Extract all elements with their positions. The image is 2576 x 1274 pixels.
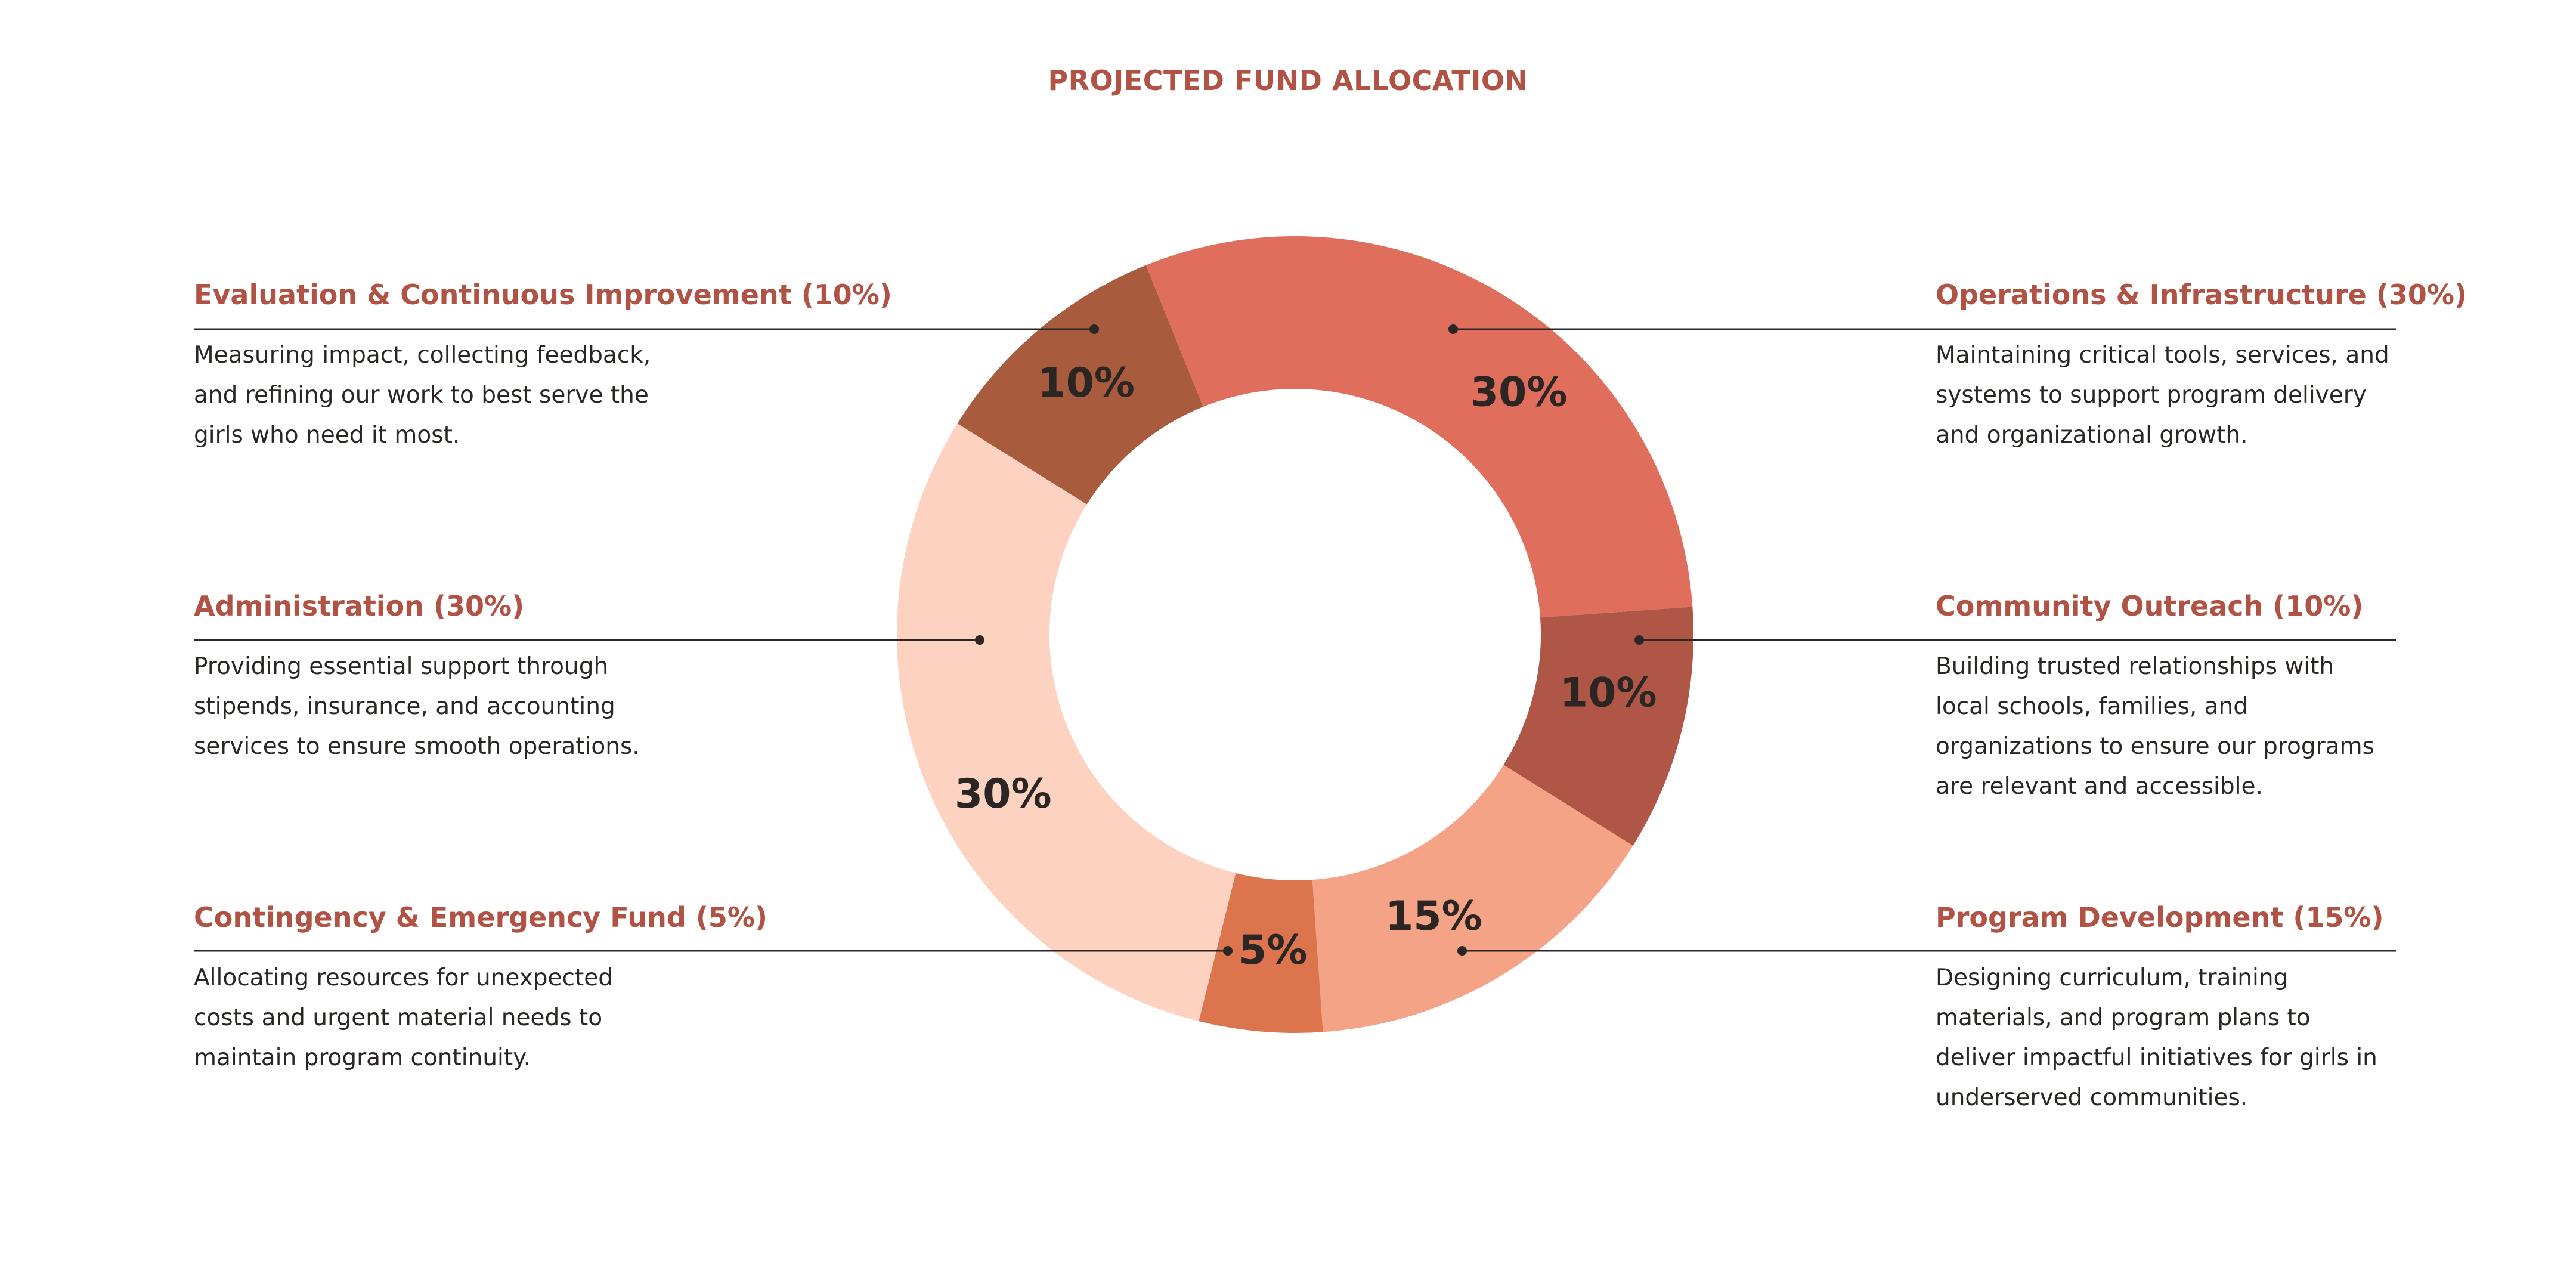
slice-community-outreach <box>1503 607 1694 846</box>
legend-title: Community Outreach (10%) <box>1936 590 2364 622</box>
legend-title: Operations & Infrastructure (30%) <box>1936 279 2467 311</box>
legend-community-outreach: Community Outreach (10%) Building truste… <box>1936 589 2395 806</box>
leader-dot-operations-and-infrastructure <box>1448 324 1458 334</box>
slice-label-program-development: 15% <box>1385 893 1482 940</box>
legend-description: Maintaining critical tools, services, an… <box>1936 342 2389 449</box>
slice-contingency-and-emergency-fund <box>1199 873 1323 1034</box>
legend-title: Evaluation & Continuous Improvement (10%… <box>194 279 892 311</box>
slice-label-administration: 30% <box>955 771 1052 818</box>
legend-administration: Administration (30%) Providing essential… <box>194 589 659 766</box>
slice-label-community-outreach: 10% <box>1560 670 1657 717</box>
slice-label-evaluation-and-continuous-improvement: 10% <box>1038 360 1135 407</box>
slice-label-operations-and-infrastructure: 30% <box>1470 369 1568 416</box>
slice-evaluation-and-continuous-improvement <box>957 265 1203 505</box>
slice-label-contingency-and-emergency-fund: 5% <box>1239 927 1307 974</box>
leader-dot-program-development <box>1457 946 1467 955</box>
legend-description: Providing essential support through stip… <box>194 653 640 760</box>
legend-operations: Operations & Infrastructure (30%) Mainta… <box>1936 278 2467 455</box>
legend-description: Building trusted relationships with loca… <box>1936 653 2374 800</box>
legend-title: Administration (30%) <box>194 590 525 622</box>
leader-dot-administration <box>975 635 984 645</box>
legend-title: Program Development (15%) <box>1936 901 2384 933</box>
legend-description: Designing curriculum, training materials… <box>1936 964 2377 1111</box>
legend-description: Allocating resources for unexpected cost… <box>194 964 614 1071</box>
slice-administration <box>897 423 1236 1022</box>
leader-dot-evaluation-and-continuous-improvement <box>1089 324 1099 334</box>
chart-title: PROJECTED FUND ALLOCATION <box>1048 64 1528 97</box>
slice-operations-and-infrastructure <box>1145 236 1693 618</box>
legend-contingency: Contingency & Emergency Fund (5%) Alloca… <box>194 901 767 1078</box>
leader-dot-contingency-and-emergency-fund <box>1223 946 1233 955</box>
slice-program-development <box>1312 765 1633 1032</box>
leader-dot-community-outreach <box>1634 635 1644 645</box>
legend-title: Contingency & Emergency Fund (5%) <box>194 901 767 933</box>
legend-description: Measuring impact, collecting feedback, a… <box>194 342 651 449</box>
legend-program-development: Program Development (15%) Designing curr… <box>1936 901 2395 1118</box>
legend-evaluation: Evaluation & Continuous Improvement (10%… <box>194 278 892 455</box>
